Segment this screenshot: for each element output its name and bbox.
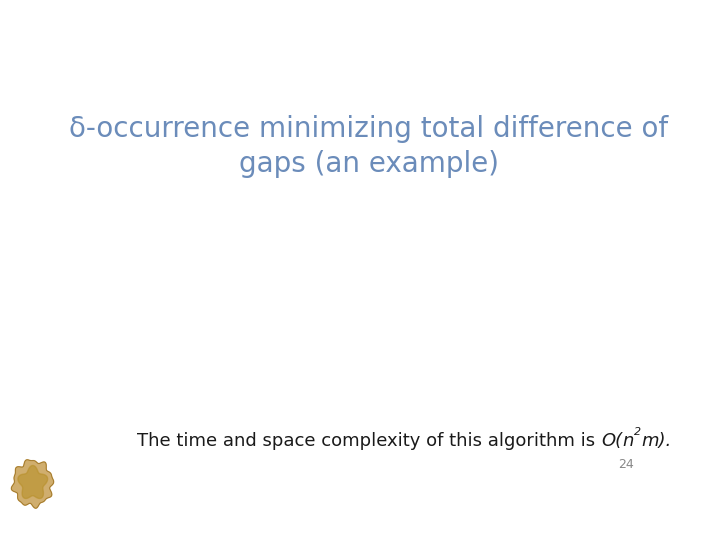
Text: δ-occurrence minimizing total difference of
gaps (an example): δ-occurrence minimizing total difference… <box>69 114 669 178</box>
Text: n: n <box>622 432 634 450</box>
Polygon shape <box>18 465 48 498</box>
Polygon shape <box>12 460 54 508</box>
Text: m).: m). <box>641 432 671 450</box>
Text: 24: 24 <box>618 458 634 471</box>
Text: The time and space complexity of this algorithm is: The time and space complexity of this al… <box>138 432 601 450</box>
Text: O(: O( <box>601 432 622 450</box>
Text: 2: 2 <box>634 427 641 437</box>
